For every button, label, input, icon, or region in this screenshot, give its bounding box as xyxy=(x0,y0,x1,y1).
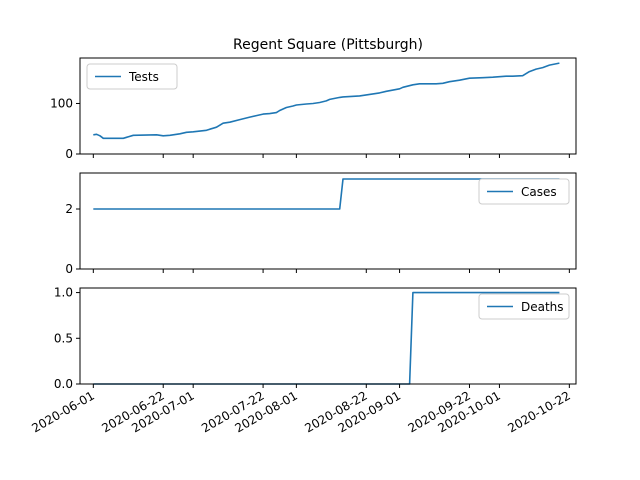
legend-cases: Cases xyxy=(478,178,570,205)
axes-frame xyxy=(79,57,577,155)
axes-frame xyxy=(79,287,577,385)
series-line-cases xyxy=(93,178,560,210)
x-tick-label: 2020-06-01 xyxy=(29,388,96,435)
panel-cases: 0 2 Cases xyxy=(65,172,577,276)
legend-tests: Tests xyxy=(86,63,178,90)
y-tick-label: 100 xyxy=(50,96,73,110)
y-tick-label: 1.0 xyxy=(54,286,73,300)
axes-frame xyxy=(79,172,577,270)
y-tick-label: 0.5 xyxy=(54,331,73,345)
series-line-tests xyxy=(93,62,560,140)
legend-label: Deaths xyxy=(521,300,564,314)
legend-box xyxy=(478,178,570,205)
legend-label: Cases xyxy=(521,185,557,199)
legend-deaths: Deaths xyxy=(478,293,570,320)
chart-panels: 0 100 Tests 0 2 Cases 0.0 0.5 1.0 Deaths xyxy=(50,57,577,391)
panel-deaths: 0.0 0.5 1.0 Deaths xyxy=(54,286,577,391)
y-tick-label: 2 xyxy=(65,202,73,216)
legend-box xyxy=(86,63,178,90)
y-tick-label: 0.0 xyxy=(54,377,73,391)
legend-box xyxy=(478,293,570,320)
y-tick-label: 0 xyxy=(65,262,73,276)
x-tick-label: 2020-10-22 xyxy=(505,388,572,435)
chart-title: Regent Square (Pittsburgh) xyxy=(233,37,423,53)
legend-label: Tests xyxy=(128,70,159,84)
y-tick-label: 0 xyxy=(65,147,73,161)
panel-tests: 0 100 Tests xyxy=(50,57,577,161)
